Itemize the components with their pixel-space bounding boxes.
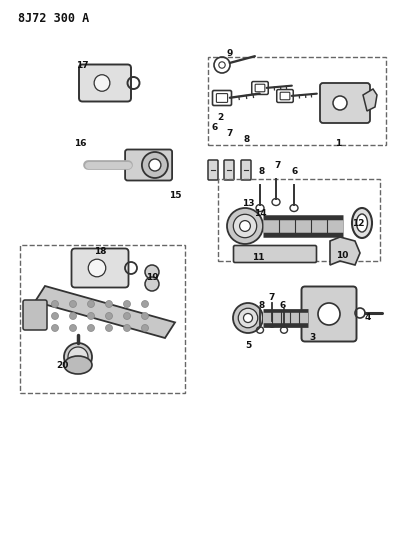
FancyBboxPatch shape: [241, 160, 251, 180]
FancyBboxPatch shape: [79, 64, 131, 101]
FancyBboxPatch shape: [234, 246, 316, 262]
Ellipse shape: [356, 214, 368, 232]
Circle shape: [244, 313, 252, 322]
Polygon shape: [363, 89, 377, 111]
Circle shape: [240, 221, 250, 231]
FancyBboxPatch shape: [208, 160, 218, 180]
Text: 3: 3: [309, 334, 315, 343]
Circle shape: [145, 277, 159, 291]
Bar: [20, 245, 185, 393]
Text: 16: 16: [74, 139, 86, 148]
Text: 6: 6: [212, 123, 218, 132]
Text: 7: 7: [269, 294, 275, 303]
Polygon shape: [330, 237, 360, 265]
Circle shape: [70, 301, 76, 308]
FancyBboxPatch shape: [72, 248, 128, 287]
Text: 9: 9: [227, 49, 233, 58]
Circle shape: [88, 301, 94, 308]
Text: 8: 8: [259, 301, 265, 310]
Circle shape: [124, 312, 130, 319]
Circle shape: [145, 265, 159, 279]
Circle shape: [64, 343, 92, 371]
FancyBboxPatch shape: [125, 149, 172, 181]
Circle shape: [70, 325, 76, 332]
Text: 19: 19: [146, 273, 158, 282]
Text: 6: 6: [280, 301, 286, 310]
Text: 6: 6: [292, 166, 298, 175]
Circle shape: [106, 312, 112, 319]
Text: 8J72 300 A: 8J72 300 A: [18, 12, 89, 25]
Bar: [218, 179, 380, 261]
Circle shape: [142, 325, 148, 332]
Circle shape: [70, 312, 76, 319]
Ellipse shape: [352, 208, 372, 238]
Text: 14: 14: [254, 208, 266, 217]
Text: 17: 17: [76, 61, 88, 69]
Circle shape: [52, 312, 58, 319]
Circle shape: [52, 325, 58, 332]
Ellipse shape: [94, 75, 110, 91]
Circle shape: [333, 96, 347, 110]
Text: 8: 8: [244, 135, 250, 144]
FancyBboxPatch shape: [224, 160, 234, 180]
Text: 15: 15: [169, 190, 181, 199]
Text: 18: 18: [94, 246, 106, 255]
Circle shape: [318, 303, 340, 325]
Circle shape: [233, 214, 257, 238]
Text: 10: 10: [336, 251, 348, 260]
Text: 12: 12: [352, 219, 364, 228]
Text: 13: 13: [242, 198, 254, 207]
FancyBboxPatch shape: [320, 83, 370, 123]
Circle shape: [88, 325, 94, 332]
Text: 11: 11: [252, 253, 264, 262]
Bar: [208, 57, 386, 145]
Circle shape: [238, 308, 258, 328]
Circle shape: [227, 208, 263, 244]
Text: 8: 8: [259, 166, 265, 175]
Text: 5: 5: [245, 341, 251, 350]
Circle shape: [124, 301, 130, 308]
FancyBboxPatch shape: [23, 300, 47, 330]
FancyBboxPatch shape: [302, 287, 356, 342]
Circle shape: [88, 312, 94, 319]
Circle shape: [142, 312, 148, 319]
Text: 2: 2: [217, 114, 223, 123]
Circle shape: [233, 303, 263, 333]
Ellipse shape: [88, 259, 106, 277]
Circle shape: [106, 325, 112, 332]
Circle shape: [68, 347, 88, 367]
Circle shape: [106, 301, 112, 308]
Text: 1: 1: [335, 139, 341, 148]
Text: 7: 7: [275, 160, 281, 169]
Circle shape: [52, 301, 58, 308]
Circle shape: [149, 159, 161, 171]
Text: 20: 20: [56, 360, 68, 369]
Circle shape: [124, 325, 130, 332]
Text: 7: 7: [227, 128, 233, 138]
Circle shape: [142, 152, 168, 178]
Circle shape: [142, 301, 148, 308]
Ellipse shape: [64, 356, 92, 374]
Polygon shape: [35, 286, 175, 338]
Text: 4: 4: [365, 313, 371, 322]
